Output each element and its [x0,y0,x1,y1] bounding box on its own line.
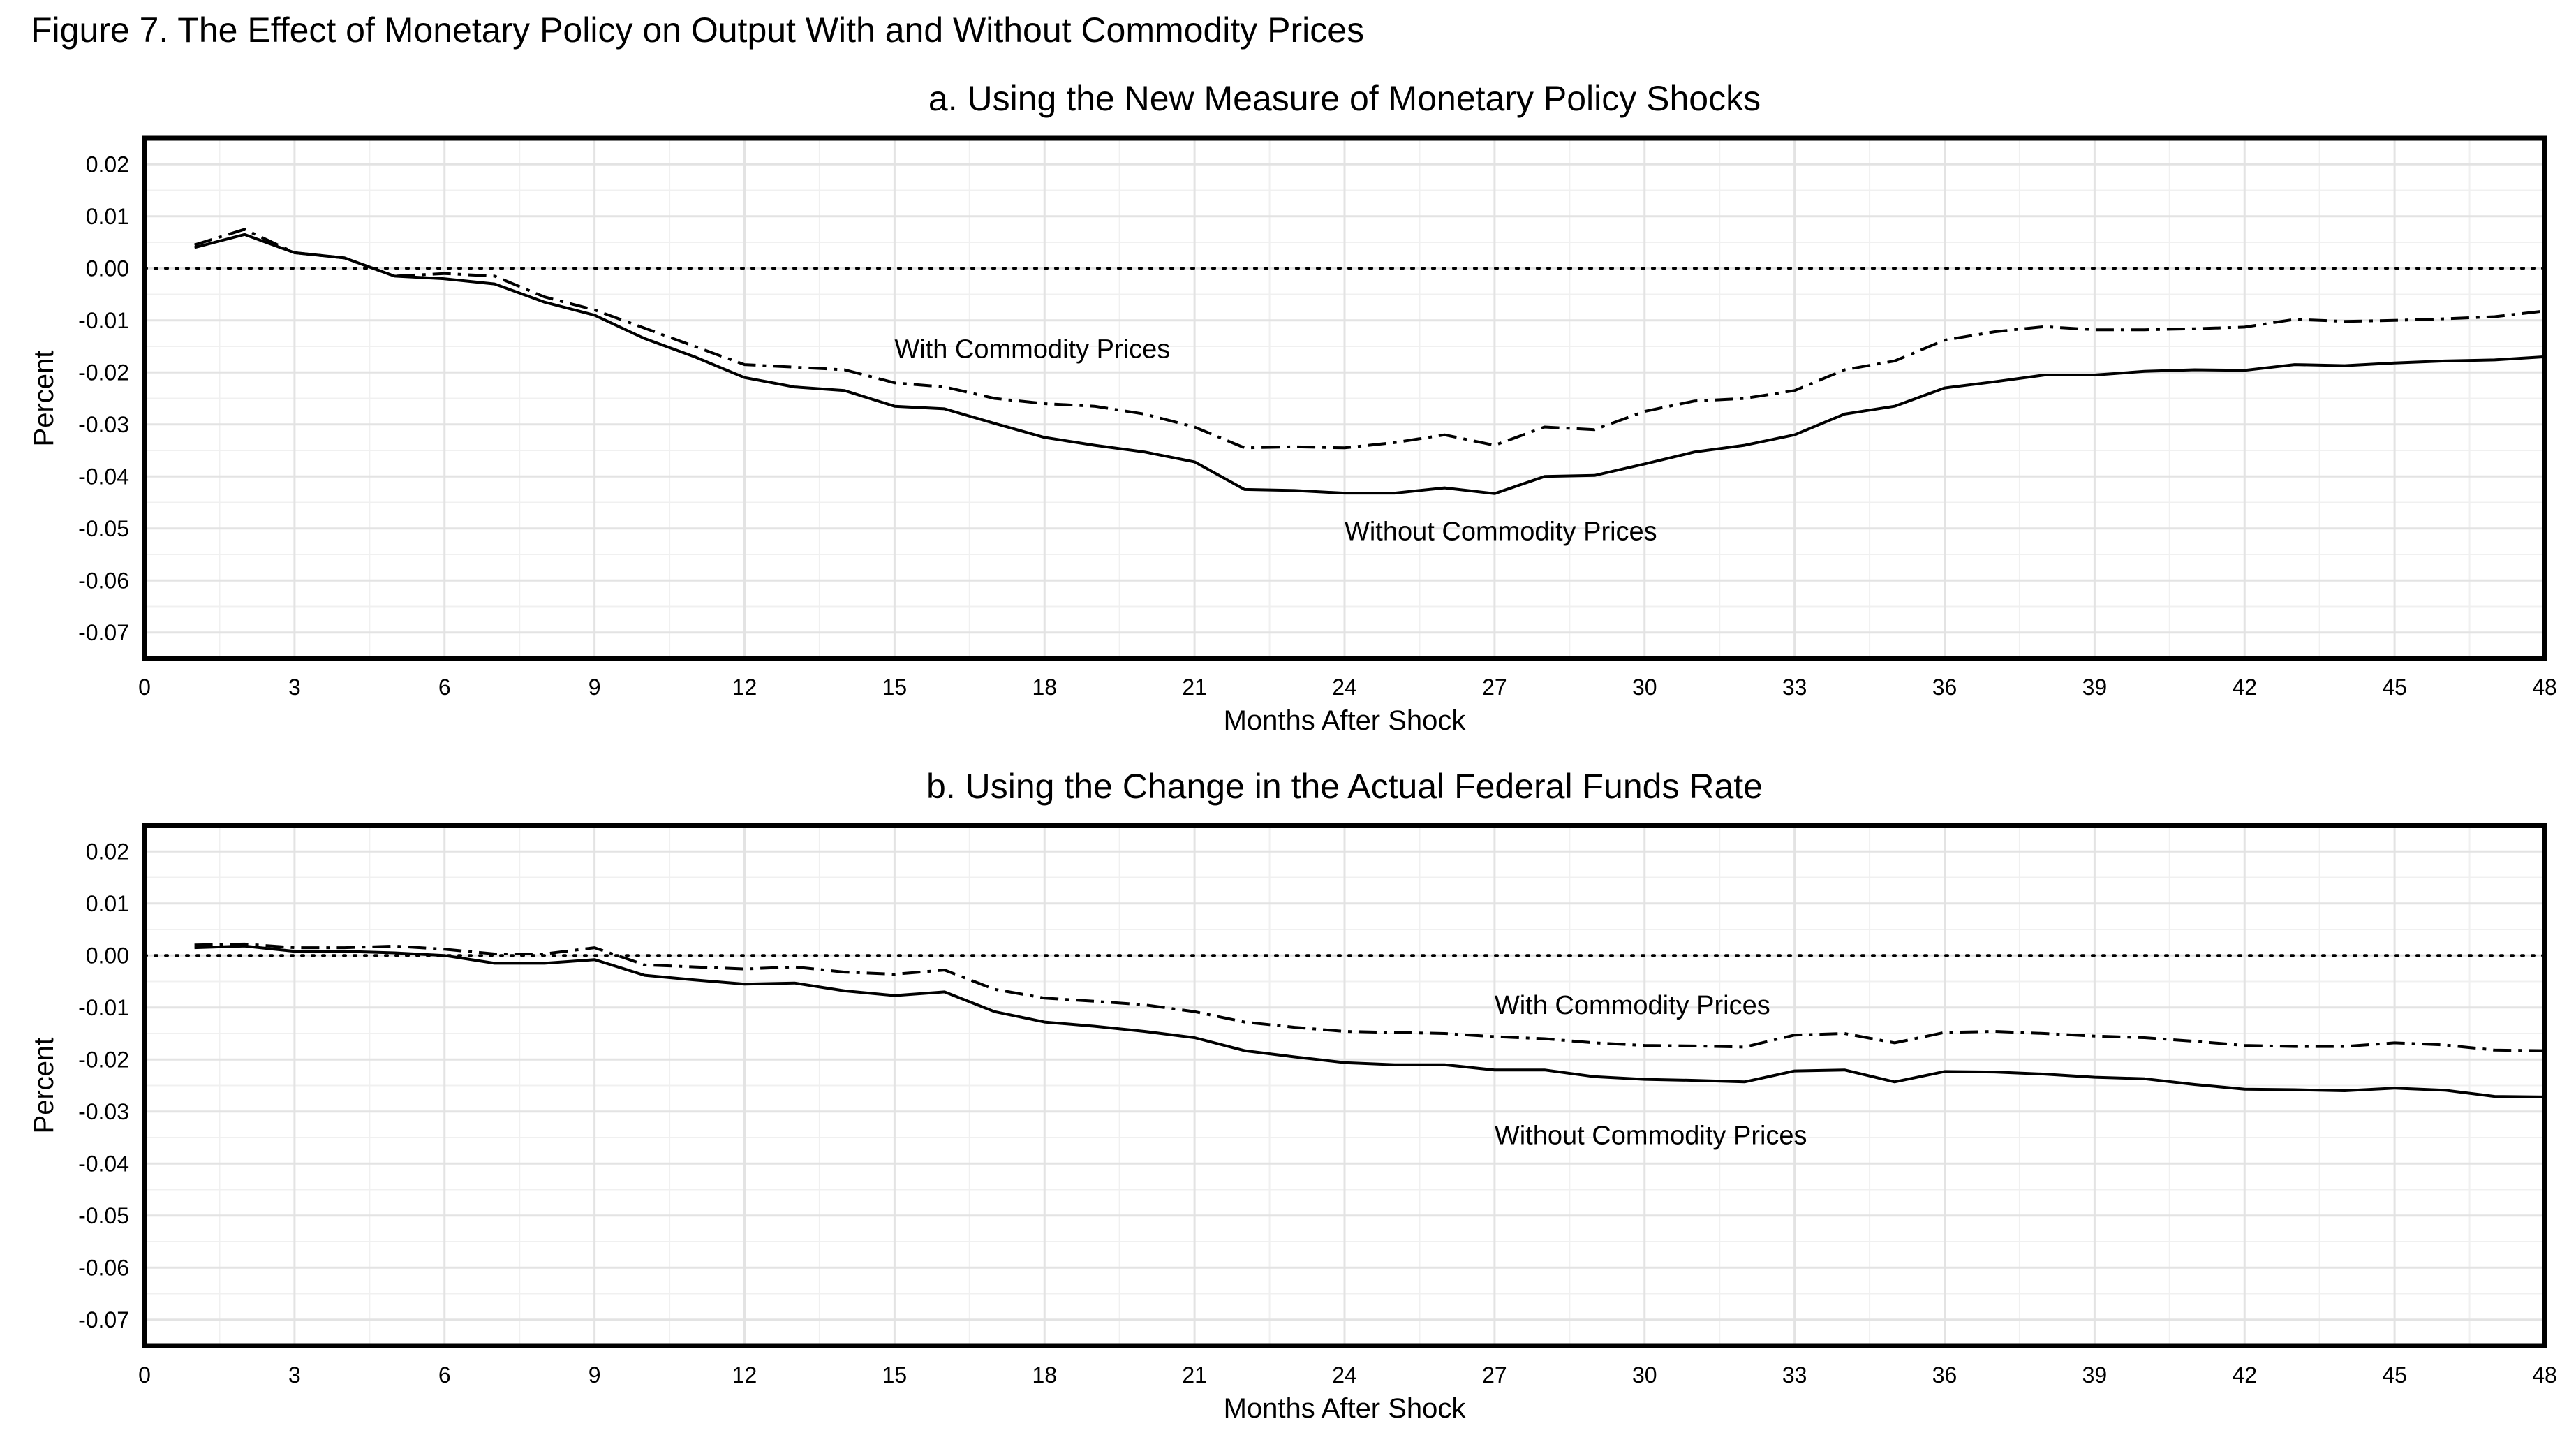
series-annotation-label: Without Commodity Prices [1345,517,1657,546]
plot-frame [142,135,2547,661]
y-tick-label: -0.03 [78,1099,129,1124]
y-tick-label: -0.02 [78,1047,129,1072]
y-tick-label: -0.07 [78,620,129,645]
panel-a: 0 3 6 9 12 15 18 21 24 27 30 33 36 39 42 45 480.020.010.… [29,79,2557,736]
x-tick-label: 27 [1482,1362,1507,1388]
x-tick-label: 33 [1782,1362,1807,1388]
x-tick-label: 27 [1482,675,1507,700]
x-tick-label: 12 [732,1362,757,1388]
y-tick-label: -0.04 [78,464,129,489]
x-axis-label: Months After Shock [1224,705,1467,736]
x-tick-label: 21 [1182,1362,1207,1388]
series-line-with-commodity-prices [194,942,2545,1052]
x-tick-label: 33 [1782,675,1807,700]
x-tick-label: 3 [288,675,301,700]
x-tick-label: 0 [138,675,151,700]
y-tick-label: -0.05 [78,516,129,541]
y-tick-label: 0.00 [86,256,129,281]
x-tick-label: 30 [1632,1362,1657,1388]
series-line-without-commodity-prices [194,233,2545,495]
x-tick-label: 3 [288,1362,301,1388]
x-tick-label: 30 [1632,675,1657,700]
y-tick-label: 0.00 [86,943,129,968]
panel-b: 0 3 6 9 12 15 18 21 24 27 30 33 36 39 42 45 480.020.010.… [29,767,2557,1424]
y-tick-label: -0.05 [78,1203,129,1228]
x-tick-label: 48 [2532,675,2557,700]
y-axis-label: Percent [29,1038,59,1134]
x-tick-label: 9 [589,675,601,700]
y-tick-label: 0.02 [86,152,129,177]
y-tick-label: -0.01 [78,308,129,333]
x-tick-label: 18 [1032,675,1057,700]
y-tick-label: 0.01 [86,891,129,916]
x-tick-label: 9 [589,1362,601,1388]
series-annotation-label: Without Commodity Prices [1495,1121,1807,1150]
x-tick-label: 15 [882,675,908,700]
x-tick-label: 39 [2082,1362,2108,1388]
x-tick-label: 45 [2382,1362,2407,1388]
y-tick-label: -0.01 [78,995,129,1020]
y-tick-label: -0.07 [78,1307,129,1332]
x-axis-label: Months After Shock [1224,1393,1467,1424]
x-tick-label: 36 [1932,1362,1957,1388]
x-tick-label: 45 [2382,675,2407,700]
y-tick-label: -0.06 [78,568,129,593]
y-tick-label: -0.02 [78,360,129,385]
x-tick-label: 42 [2232,1362,2257,1388]
x-tick-label: 21 [1182,675,1207,700]
plot-frame [142,823,2547,1348]
x-tick-label: 24 [1332,1362,1357,1388]
x-tick-label: 0 [138,1362,151,1388]
y-tick-label: -0.04 [78,1151,129,1176]
x-tick-label: 6 [438,675,451,700]
panel-title: a. Using the New Measure of Monetary Pol… [928,79,1761,118]
series-line-without-commodity-prices [194,944,2545,1098]
x-tick-label: 36 [1932,675,1957,700]
x-tick-label: 24 [1332,675,1357,700]
x-tick-label: 6 [438,1362,451,1388]
panel-title: b. Using the Change in the Actual Federa… [926,767,1763,806]
series-annotation-label: With Commodity Prices [1495,991,1770,1020]
x-tick-label: 12 [732,675,757,700]
y-tick-label: 0.01 [86,204,129,229]
series-line-with-commodity-prices [194,228,2545,450]
y-tick-label: 0.02 [86,839,129,864]
figure-title: Figure 7. The Effect of Monetary Policy … [31,10,1365,50]
x-tick-label: 42 [2232,675,2257,700]
x-tick-label: 18 [1032,1362,1057,1388]
y-axis-label: Percent [29,351,59,447]
x-tick-label: 48 [2532,1362,2557,1388]
x-tick-label: 15 [882,1362,908,1388]
series-annotation-label: With Commodity Prices [894,335,1170,365]
x-tick-label: 39 [2082,675,2108,700]
y-tick-label: -0.06 [78,1255,129,1280]
y-tick-label: -0.03 [78,412,129,437]
